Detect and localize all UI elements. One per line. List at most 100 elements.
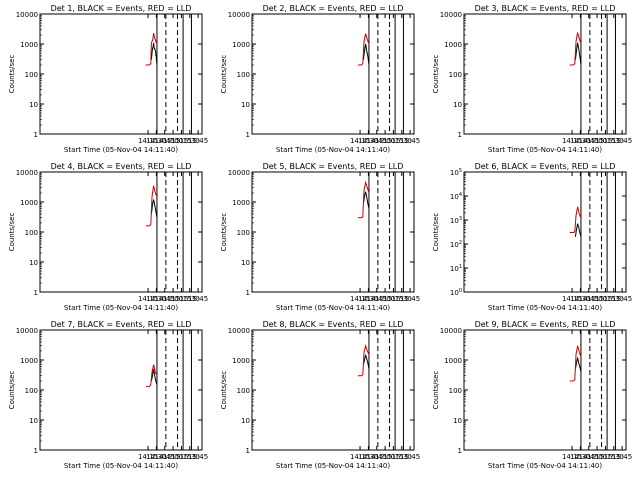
events-series-line: [362, 354, 370, 370]
x-tick-label: 15:30: [392, 453, 412, 461]
y-tick-label: 1000: [232, 41, 250, 49]
y-tick-label: 100: [237, 71, 250, 79]
x-tick-label: 14:15: [350, 137, 370, 145]
y-axis-label: Counts/sec: [432, 55, 440, 94]
x-tick-label: 15:30: [392, 295, 412, 303]
x-tick-label: 15:45: [612, 137, 632, 145]
x-tick-label: 15:45: [188, 295, 208, 303]
y-axis-label: Counts/sec: [220, 213, 228, 252]
x-tick-label: 14:30: [570, 453, 590, 461]
x-tick-label: 15:30: [604, 137, 624, 145]
x-tick-label: 14:30: [358, 137, 378, 145]
y-tick-label: 10000: [440, 11, 462, 19]
x-tick-label: 14:15: [350, 453, 370, 461]
x-tick-label: 14:45: [155, 137, 175, 145]
y-tick-label: 100: [449, 71, 462, 79]
x-tick-label: 14:15: [562, 295, 582, 303]
y-tick-label: 100: [25, 387, 38, 395]
y-tick-label: 1: [246, 289, 250, 297]
x-tick-label: 14:45: [367, 295, 387, 303]
panel-title: Det 5, BLACK = Events, RED = LLD: [263, 162, 404, 171]
x-tick-label: 14:45: [155, 295, 175, 303]
y-tick-label: 10000: [228, 11, 250, 19]
y-tick-label: 1: [34, 447, 38, 455]
x-tick-label: 15:00: [375, 295, 395, 303]
y-tick-label: 1: [34, 289, 38, 297]
x-tick-label: 15:15: [171, 453, 191, 461]
events-series-line: [362, 43, 370, 66]
x-tick-label: 15:30: [392, 137, 412, 145]
y-tick-label: 1: [246, 131, 250, 139]
events-series-line: [574, 42, 582, 66]
x-tick-label: 14:30: [146, 137, 166, 145]
y-tick-label: 1: [34, 131, 38, 139]
x-tick-label: 15:15: [383, 295, 403, 303]
x-tick-label: 14:45: [579, 453, 599, 461]
y-tick-label: 1000: [232, 199, 250, 207]
plot-frame: [463, 171, 627, 293]
x-axis-label: Start Time (05-Nov-04 14:11:40): [276, 462, 390, 470]
lld-series-line: [145, 364, 158, 388]
detector-panel-5: Det 5, BLACK = Events, RED = LLD 1 10 100 10…: [220, 162, 420, 312]
panel-title: Det 8, BLACK = Events, RED = LLD: [263, 320, 404, 329]
y-tick-label: 1: [246, 447, 250, 455]
x-axis-label: Start Time (05-Nov-04 14:11:40): [276, 304, 390, 312]
x-tick-label: 14:15: [138, 137, 158, 145]
x-tick-label: 14:15: [138, 295, 158, 303]
y-tick-label: 1: [458, 131, 462, 139]
y-axis-label: Counts/sec: [8, 213, 16, 252]
detector-panel-6: Det 6, BLACK = Events, RED = LLD 100 101 10…: [432, 162, 632, 312]
x-tick-label: 15:45: [188, 453, 208, 461]
x-tick-label: 15:00: [587, 137, 607, 145]
lld-series-line: [569, 206, 582, 233]
events-series-line: [362, 191, 370, 209]
x-axis-label: Start Time (05-Nov-04 14:11:40): [488, 146, 602, 154]
x-tick-label: 15:15: [595, 453, 615, 461]
y-tick-label: 10: [241, 101, 250, 109]
x-tick-label: 14:30: [570, 137, 590, 145]
detector-panel-7: Det 7, BLACK = Events, RED = LLD 1 10 100 10…: [8, 320, 208, 470]
x-tick-label: 15:45: [612, 453, 632, 461]
x-tick-label: 15:15: [383, 137, 403, 145]
x-tick-label: 14:15: [562, 137, 582, 145]
y-tick-label: 100: [237, 229, 250, 237]
x-tick-label: 15:00: [587, 453, 607, 461]
lld-series-line: [357, 180, 370, 219]
y-axis-label: Counts/sec: [220, 55, 228, 94]
detector-panel-4: Det 4, BLACK = Events, RED = LLD 1 10 100 10…: [8, 162, 208, 312]
x-tick-label: 15:45: [188, 137, 208, 145]
detector-panel-1: Det 1, BLACK = Events, RED = LLD 1 10 100 10…: [8, 4, 208, 154]
y-tick-label: 10: [29, 417, 38, 425]
y-tick-label: 10000: [228, 169, 250, 177]
x-tick-label: 14:45: [155, 453, 175, 461]
x-tick-label: 14:30: [358, 453, 378, 461]
x-tick-label: 15:00: [375, 453, 395, 461]
y-tick-label: 1000: [20, 199, 38, 207]
x-tick-label: 14:30: [146, 453, 166, 461]
x-tick-label: 14:15: [350, 295, 370, 303]
x-tick-label: 14:45: [579, 295, 599, 303]
y-tick-label: 1000: [20, 357, 38, 365]
y-tick-label: 100: [449, 387, 462, 395]
x-tick-label: 15:15: [171, 137, 191, 145]
y-axis-label: Counts/sec: [432, 213, 440, 252]
y-tick-label: 10000: [440, 327, 462, 335]
events-series-line: [574, 223, 582, 237]
y-tick-label: 10000: [16, 169, 38, 177]
panel-title: Det 9, BLACK = Events, RED = LLD: [475, 320, 616, 329]
y-tick-label: 10: [241, 417, 250, 425]
y-axis-label: Counts/sec: [432, 371, 440, 410]
x-tick-label: 14:45: [367, 137, 387, 145]
y-tick-label: 10: [453, 101, 462, 109]
x-tick-label: 14:30: [570, 295, 590, 303]
x-tick-label: 15:30: [604, 295, 624, 303]
y-tick-label: 104: [450, 192, 462, 201]
detector-panel-3: Det 3, BLACK = Events, RED = LLD 1 10 100 10…: [432, 4, 632, 154]
y-tick-label: 1000: [232, 357, 250, 365]
lld-series-line: [145, 33, 158, 66]
x-tick-label: 15:45: [400, 453, 420, 461]
x-tick-label: 15:45: [612, 295, 632, 303]
x-axis-label: Start Time (05-Nov-04 14:11:40): [488, 462, 602, 470]
panel-title: Det 1, BLACK = Events, RED = LLD: [51, 4, 192, 13]
